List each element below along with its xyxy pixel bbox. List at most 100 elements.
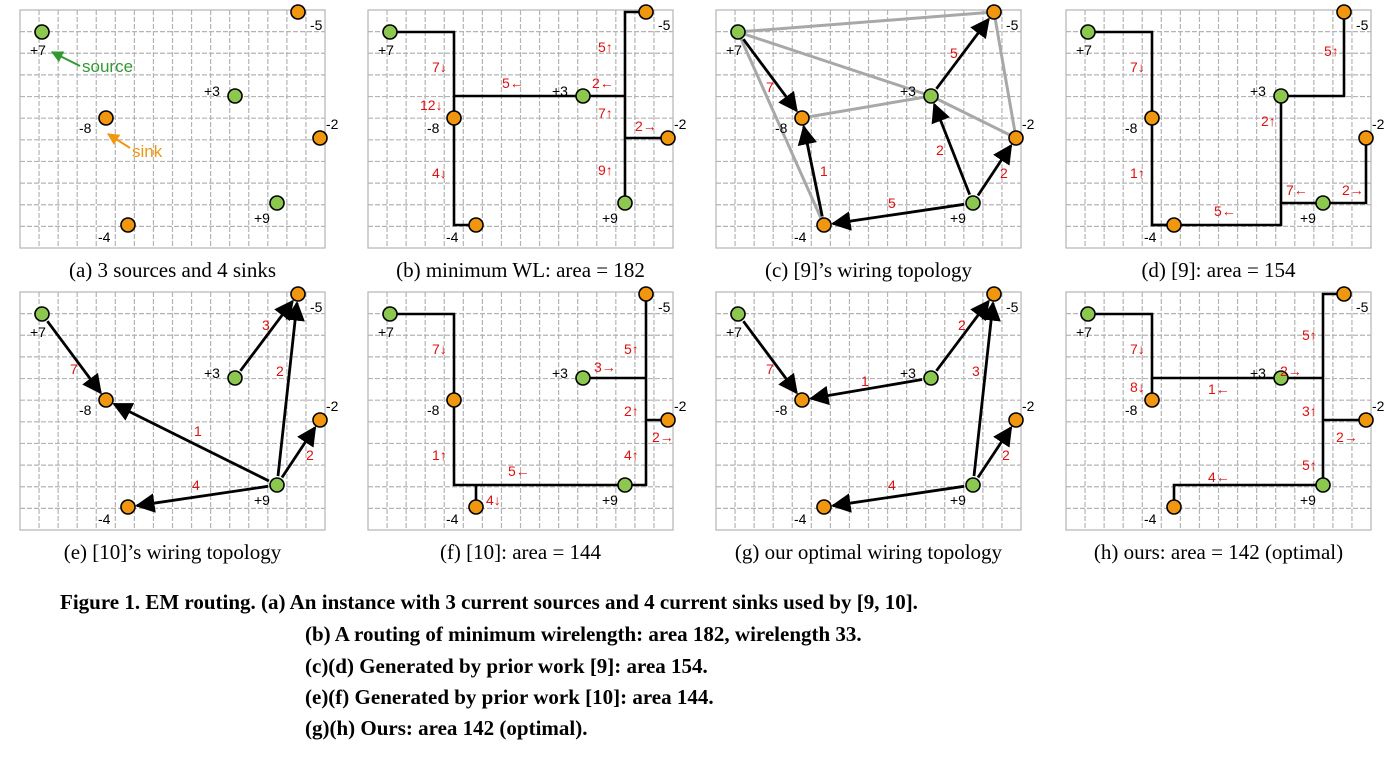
sink-node bbox=[1166, 217, 1182, 233]
flow-label: 7↓ bbox=[432, 59, 447, 75]
source-node bbox=[575, 370, 591, 386]
flow-label: 2→ bbox=[1280, 363, 1302, 379]
arrow bbox=[830, 484, 965, 513]
node-label: +7 bbox=[726, 42, 742, 58]
sink-node bbox=[816, 217, 832, 233]
flow-label: 7 bbox=[766, 361, 774, 377]
flow-label: 1← bbox=[1208, 381, 1230, 397]
wire bbox=[1088, 312, 1154, 400]
flow-label: 5↑ bbox=[1302, 457, 1317, 473]
sink-node bbox=[98, 392, 114, 408]
node-label: -2 bbox=[674, 116, 687, 132]
panel-b: +7 +3 +9 -5 -8 -2 -4 7↓ 12↓ 4↓ 5← 5↑ 2← 7↑ 2→ 9↑ bbox=[367, 4, 687, 249]
sink-node bbox=[816, 499, 832, 515]
arrow bbox=[830, 202, 965, 231]
source-node bbox=[269, 195, 285, 211]
topology-edge bbox=[737, 10, 995, 34]
source-node bbox=[1273, 88, 1289, 104]
panel-caption-a: (a) 3 sources and 4 sinks bbox=[69, 258, 276, 282]
node-label: -4 bbox=[794, 229, 807, 245]
sink-annotation: sink bbox=[132, 142, 163, 161]
sink-node bbox=[1358, 130, 1374, 146]
flow-label: 4← bbox=[1208, 469, 1230, 485]
panel-f: +7 +3 +9 -5 -8 -2 -4 7↓ 1↑ 5← 4↓ 5↑ 3→ 2↑ 2→ 4↑ bbox=[367, 286, 687, 531]
panel-caption-h: (h) ours: area = 142 (optimal) bbox=[1094, 540, 1343, 564]
node-label: -4 bbox=[98, 511, 111, 527]
source-node bbox=[1273, 370, 1289, 386]
flow-label: 3→ bbox=[594, 359, 616, 375]
source-node bbox=[1080, 306, 1096, 322]
figure-caption-line-gh: (g)(h) Ours: area 142 (optimal). bbox=[305, 716, 588, 740]
source-node bbox=[269, 477, 285, 493]
sink-node bbox=[794, 110, 810, 126]
source-node bbox=[575, 88, 591, 104]
node-label: +3 bbox=[552, 365, 568, 381]
wire bbox=[1088, 30, 1368, 227]
sink-node bbox=[468, 217, 484, 233]
panel-e: +7 +3 +9 -5 -8 -2 -4 7 1 4 3 2 2 bbox=[19, 286, 339, 531]
flow-label: 2→ bbox=[1336, 429, 1358, 445]
node-label: +9 bbox=[1300, 492, 1316, 508]
sink-node bbox=[986, 286, 1002, 302]
flow-label: 2↑ bbox=[1261, 113, 1276, 129]
sink-node bbox=[1336, 286, 1352, 302]
flow-label: 5↑ bbox=[624, 341, 639, 357]
node-label: -4 bbox=[1144, 511, 1157, 527]
node-label: -5 bbox=[310, 17, 323, 33]
node-label: +9 bbox=[254, 210, 270, 226]
flow-label: 5 bbox=[950, 45, 958, 61]
flow-label: 1↑ bbox=[432, 447, 447, 463]
node-label: +3 bbox=[204, 365, 220, 381]
flow-label: 2 bbox=[276, 363, 284, 379]
sink-node bbox=[1166, 499, 1182, 515]
node-label: +7 bbox=[378, 324, 394, 340]
panel-caption-f: (f) [10]: area = 144 bbox=[440, 540, 602, 564]
panel-caption-d: (d) [9]: area = 154 bbox=[1141, 258, 1296, 282]
node-label: -8 bbox=[775, 402, 788, 418]
arrow bbox=[46, 320, 102, 395]
flow-label: 5↑ bbox=[1302, 327, 1317, 343]
flow-label: 1 bbox=[820, 163, 828, 179]
flow-label: 7 bbox=[70, 361, 78, 377]
flow-label: 2 bbox=[936, 142, 944, 158]
flow-label: 2↑ bbox=[624, 403, 639, 419]
node-label: +7 bbox=[1076, 324, 1092, 340]
sink-node bbox=[1144, 392, 1160, 408]
node-label: +3 bbox=[552, 83, 568, 99]
node-label: -4 bbox=[1144, 229, 1157, 245]
panel-g: +7 +3 +9 -5 -8 -2 -4 7 1 4 2 3 2 bbox=[715, 286, 1035, 531]
panel-a: source sink +7 +3 +9 -5 -8 -2 -4 bbox=[19, 4, 339, 249]
node-label: -5 bbox=[1356, 299, 1369, 315]
sink-node bbox=[1008, 130, 1024, 146]
flow-label: 4↓ bbox=[486, 492, 501, 508]
node-label: -8 bbox=[79, 120, 92, 136]
panel-caption-c: (c) [9]’s wiring topology bbox=[765, 258, 973, 282]
arrow bbox=[742, 38, 798, 113]
source-annotation-arrow bbox=[50, 51, 81, 67]
flow-label: 2← bbox=[592, 75, 614, 91]
sink-node bbox=[446, 110, 462, 126]
flow-label: 5← bbox=[1214, 203, 1236, 219]
wire bbox=[390, 30, 476, 227]
node-label: +9 bbox=[602, 492, 618, 508]
node-label: -2 bbox=[326, 116, 339, 132]
node-label: +3 bbox=[204, 83, 220, 99]
arrow bbox=[276, 300, 305, 477]
flow-label: 5← bbox=[508, 463, 530, 479]
sink-node bbox=[638, 286, 654, 302]
flow-label: 9↑ bbox=[598, 162, 613, 178]
grid bbox=[19, 9, 326, 249]
flow-label: 2→ bbox=[1342, 182, 1364, 198]
node-label: -8 bbox=[427, 120, 440, 136]
arrow bbox=[742, 320, 798, 395]
panel-caption-g: (g) our optimal wiring topology bbox=[735, 540, 1003, 564]
grid bbox=[1065, 291, 1372, 531]
flow-label: 7← bbox=[1286, 182, 1308, 198]
flow-label: 1 bbox=[861, 373, 869, 389]
node-label: -2 bbox=[1022, 116, 1035, 132]
sink-node bbox=[98, 110, 114, 126]
figure-caption-line-cd: (c)(d) Generated by prior work [9]: area… bbox=[305, 654, 708, 678]
panel-d: +7 +3 +9 -5 -8 -2 -4 7↓ 1↑ 5← 5↑ 2↑ 7← 2→ bbox=[1065, 4, 1385, 249]
arrow bbox=[976, 425, 1013, 479]
node-label: -5 bbox=[1356, 17, 1369, 33]
